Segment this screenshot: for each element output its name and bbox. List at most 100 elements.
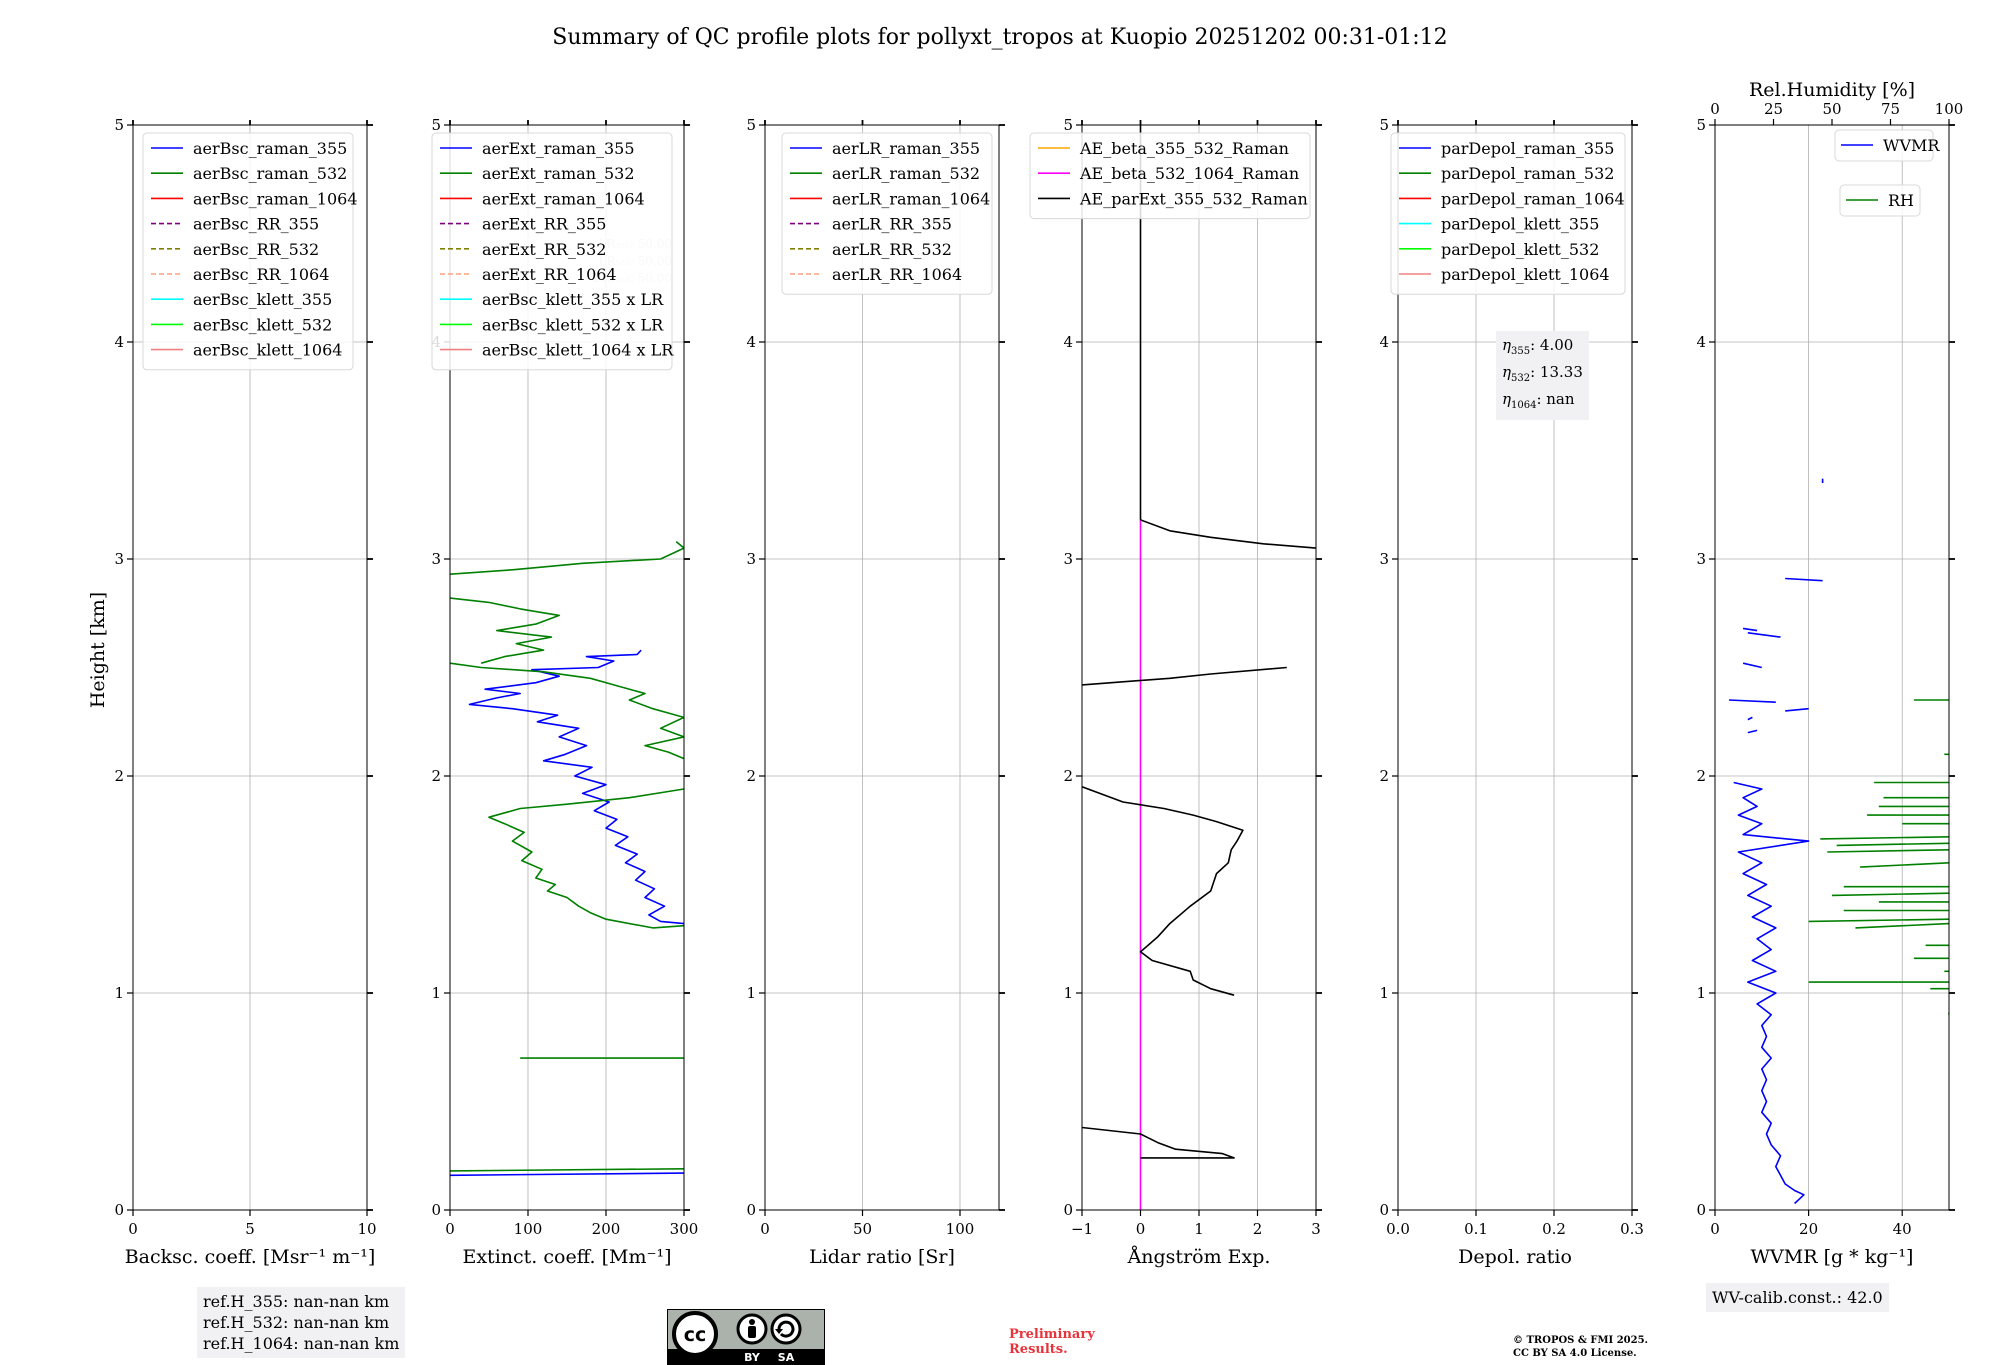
x-axis-label: Lidar ratio [Sr] (809, 1246, 955, 1268)
legend-label: aerLR_RR_1064 (832, 265, 962, 284)
y-tick-label: 5 (431, 116, 441, 134)
eta-1064: η1064: nan (1502, 390, 1575, 411)
legend-label: aerExt_raman_355 (482, 139, 635, 158)
legend-label: aerLR_raman_1064 (832, 189, 990, 208)
wv-calib-box: WV-calib.const.: 42.0 (1706, 1283, 1889, 1312)
legend: aerBsc_raman_355 aerBsc_raman_532 aerBsc_r… (142, 132, 358, 371)
y-tick-label: 2 (1696, 767, 1706, 785)
x-tick-label: 20 (1799, 1220, 1818, 1238)
series-line-WVMR (1742, 662, 1762, 669)
figure-title: Summary of QC profile plots for pollyxt_… (552, 25, 1447, 50)
preliminary-note: Preliminary Results. (1009, 1327, 1095, 1357)
legend-label: parDepol_klett_1064 (1441, 265, 1610, 284)
panel-depol: 0 1 2 3 4 5 0.0 0.1 0.2 0.3 Depol. ratio parDepol_r… (1379, 116, 1643, 1268)
legend-frame (142, 132, 354, 371)
series-line-aerExt_raman_532 (450, 540, 684, 575)
x-tick-label: 40 (1893, 1220, 1912, 1238)
legend-label: aerLR_RR_532 (832, 240, 952, 259)
series-line-WVMR (1747, 716, 1753, 721)
x-axis-label: Backsc. coeff. [Msr⁻¹ m⁻¹] (125, 1246, 376, 1268)
legend-label: parDepol_raman_355 (1441, 139, 1614, 158)
y-tick-label: 0 (1379, 1201, 1389, 1219)
y-tick-label: 4 (1696, 333, 1706, 351)
legend-label: WVMR (1883, 136, 1940, 155)
legend-label: aerBsc_RR_355 (193, 215, 319, 234)
series-line-WVMR (1747, 632, 1781, 638)
series-line-RH (1827, 849, 1949, 853)
y-tick-label: 0 (1063, 1201, 1073, 1219)
plot-frame (1397, 124, 1633, 1211)
x2-tick-label: 75 (1881, 100, 1900, 118)
y-tick-label: 5 (1696, 116, 1706, 134)
plot-frame (764, 124, 1000, 1211)
y-tick-label: 3 (431, 550, 441, 568)
legend: AE_beta_355_532_Raman AE_beta_532_1064_Ra… (1029, 132, 1311, 220)
legend-label: aerBsc_klett_532 (193, 315, 332, 334)
series-line-WVMR (1728, 699, 1776, 703)
x-tick-label: 5 (245, 1220, 255, 1238)
legend-label: parDepol_raman_1064 (1441, 189, 1625, 208)
y-tick-label: 2 (114, 767, 124, 785)
y-tick-label: 4 (114, 333, 124, 351)
y-tick-label: 4 (1379, 333, 1389, 351)
y-axis-label: Height [km] (87, 592, 109, 708)
x-axis-label: Ångström Exp. (1127, 1246, 1271, 1268)
legend-label: aerBsc_klett_532 x LR (482, 315, 664, 334)
series-line-RH (1860, 862, 1949, 868)
legend-label: aerExt_RR_1064 (482, 265, 617, 284)
x-tick-label: 200 (592, 1220, 621, 1238)
legend-label: aerExt_raman_1064 (482, 189, 645, 208)
x-tick-label: 1 (1194, 1220, 1204, 1238)
legend-label: aerExt_raman_532 (482, 164, 635, 183)
y-tick-label: 2 (1063, 767, 1073, 785)
legend-label: parDepol_klett_355 (1441, 215, 1599, 234)
copyright-note: © TROPOS & FMI 2025. CC BY SA 4.0 Licens… (1513, 1334, 1733, 1360)
plot-frame (1714, 124, 1950, 1211)
y-tick-label: 1 (1063, 984, 1073, 1002)
x2-tick-label: 0 (1710, 100, 1720, 118)
y-tick-label: 3 (1063, 550, 1073, 568)
series-line-RH (1855, 922, 1949, 929)
legend-label: aerExt_RR_532 (482, 240, 606, 259)
series-line-WVMR (1742, 627, 1758, 632)
series-group (1728, 478, 1949, 1205)
legend-label: aerLR_RR_355 (832, 215, 952, 234)
x-axis-label: Extinct. coeff. [Mm⁻¹] (462, 1246, 671, 1268)
legend-frame (1029, 132, 1311, 220)
y-tick-label: 5 (1379, 116, 1389, 134)
ref-height-532: ref.H_532: nan-nan km (203, 1313, 390, 1332)
legend: parDepol_raman_355 parDepol_raman_532 parD… (1390, 132, 1626, 295)
ref-height-355: ref.H_355: nan-nan km (203, 1292, 390, 1311)
legend: WVMR (1834, 129, 1940, 162)
y-tick-label: 0 (431, 1201, 441, 1219)
x-tick-label: 0.0 (1386, 1220, 1410, 1238)
series-line-WVMR (1733, 781, 1810, 1205)
legend-label: aerBsc_raman_532 (193, 164, 347, 183)
legend-frame (431, 132, 673, 371)
ref-height-box: ref.H_355: nan-nan km ref.H_532: nan-nan… (197, 1287, 406, 1358)
y-tick-label: 5 (114, 116, 124, 134)
eta-532: η532: 13.33 (1502, 363, 1583, 384)
legend-label: aerExt_RR_355 (482, 215, 606, 234)
x2-tick-label: 100 (1935, 100, 1964, 118)
y-tick-label: 3 (746, 550, 756, 568)
legend-frame (1390, 132, 1626, 295)
y-tick-label: 3 (1696, 550, 1706, 568)
series-line-RH (1808, 918, 1949, 923)
y-tick-label: 2 (1379, 767, 1389, 785)
svg-text:cc: cc (684, 1324, 707, 1346)
legend-label: aerBsc_klett_355 x LR (482, 290, 664, 309)
ref-height-1064: ref.H_1064: nan-nan km (203, 1334, 400, 1353)
copyright-line1: © TROPOS & FMI 2025. (1513, 1335, 1649, 1346)
legend-label: aerBsc_RR_1064 (193, 265, 329, 284)
series-line-RH (1831, 892, 1949, 897)
x-tick-label: 100 (946, 1220, 975, 1238)
eta-box: η355: 4.00 η532: 13.33 η1064: nan (1496, 331, 1589, 420)
x-tick-label: 50 (853, 1220, 872, 1238)
legend-frame (781, 132, 993, 295)
series-line-aerExt_raman_355 (450, 1172, 684, 1177)
series-line-WVMR (1785, 707, 1809, 712)
